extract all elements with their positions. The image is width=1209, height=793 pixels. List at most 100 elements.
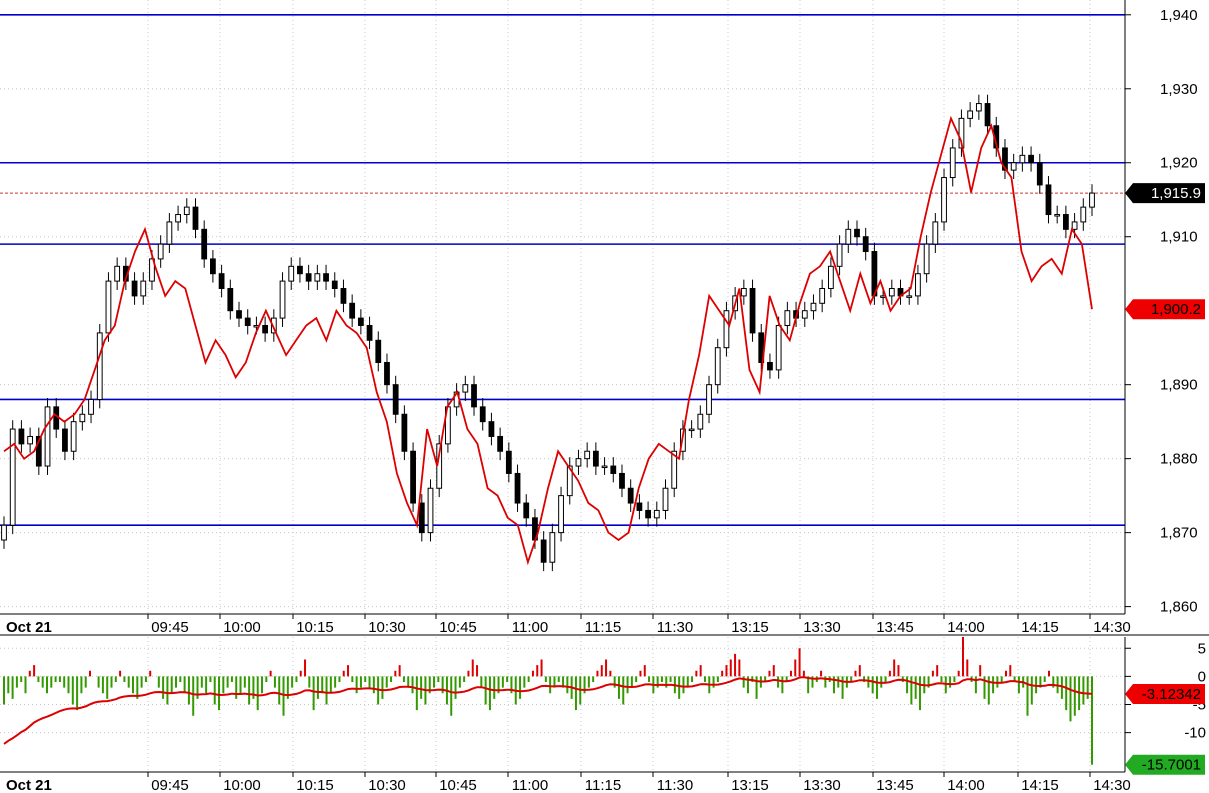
candle-up	[714, 347, 721, 386]
x-tick-label: 13:45	[876, 619, 914, 636]
candle-up	[949, 147, 956, 179]
candle-up	[706, 384, 712, 415]
x-tick-label: 14:15	[1021, 777, 1059, 793]
candle-down	[1028, 154, 1034, 164]
x-tick-label: 09:45	[151, 619, 189, 636]
x-tick-label: 10:30	[368, 619, 406, 636]
candle-down	[340, 288, 347, 304]
x-tick-label: 14:00	[947, 619, 985, 636]
y-tick-label: 1,910	[1160, 229, 1198, 246]
candle-up	[140, 280, 147, 297]
red-line-badge-text: 1,900.2	[1151, 301, 1201, 318]
histogram-badge: -15.7001	[1125, 754, 1205, 775]
candle-up	[279, 280, 286, 319]
candle-down	[357, 317, 364, 326]
candle-down	[62, 428, 68, 452]
candle-down	[505, 450, 512, 474]
candle-up	[941, 177, 947, 223]
candle-up	[923, 243, 930, 275]
candle-up	[801, 310, 808, 319]
x-tick-label: 10:45	[439, 777, 477, 793]
candle-up	[427, 487, 434, 534]
candle-up	[697, 413, 704, 430]
y-tick-label: 1,940	[1160, 7, 1198, 24]
candle-down	[262, 324, 269, 334]
candle-up	[105, 280, 112, 334]
candle-down	[610, 465, 617, 474]
candlestick-series	[1, 94, 1095, 572]
axes	[0, 0, 1209, 777]
candle-down	[244, 317, 251, 326]
candle-up	[314, 273, 321, 282]
candle-up	[688, 428, 695, 432]
candle-up	[270, 317, 277, 334]
x-tick-label: 13:15	[731, 777, 769, 793]
x-tick-label: 14:30	[1093, 777, 1131, 793]
x-tick-label: 11:00	[512, 619, 548, 636]
candle-up	[653, 509, 660, 519]
candle-up	[9, 428, 16, 526]
axis-labels: 1,860 1,870 1,880 1,890 1,910 1,920 1,930 1,940…	[6, 7, 1206, 793]
x-tick-label: 13:15	[731, 619, 769, 636]
candle-down	[1045, 184, 1052, 216]
candle-down	[767, 361, 773, 371]
oscillator-badge-shape	[1125, 683, 1205, 704]
candle-up	[70, 421, 77, 452]
y-tick-label: 1,860	[1160, 599, 1198, 616]
x-tick-label: 14:30	[1093, 619, 1131, 636]
candle-up	[845, 228, 852, 245]
y-tick-label-osc: -10	[1184, 725, 1206, 742]
candle-up	[549, 532, 556, 563]
candle-down	[627, 487, 634, 504]
x-tick-label: 11:30	[657, 619, 693, 636]
grid-lines	[0, 0, 1125, 772]
x-tick-label: 14:15	[1021, 619, 1059, 636]
candle-up	[740, 288, 747, 297]
candle-up	[723, 310, 730, 349]
candle-down	[497, 435, 504, 452]
candle-down	[418, 502, 425, 534]
y-tick-label-osc: 0	[1198, 668, 1206, 685]
red-line	[3, 115, 1093, 566]
candle-up	[784, 310, 791, 326]
candle-up	[1089, 192, 1095, 208]
candle-up	[558, 495, 564, 534]
candle-up	[575, 458, 582, 467]
candle-up	[836, 243, 843, 267]
candle-down	[227, 288, 234, 312]
candle-down	[192, 206, 199, 230]
last-price-badge-shape	[1125, 183, 1205, 204]
candle-up	[584, 450, 591, 460]
candle-up	[1071, 221, 1078, 230]
red-line-badge: 1,900.2	[1125, 299, 1205, 320]
candle-down	[331, 280, 338, 290]
oscillator-line-series	[3, 676, 1093, 745]
x-tick-label: 10:15	[296, 619, 334, 636]
candle-down	[366, 324, 373, 341]
candle-down	[523, 502, 530, 519]
candle-down	[401, 413, 408, 452]
date-label-osc: Oct 21	[6, 777, 52, 793]
oscillator-line	[3, 676, 1093, 745]
candle-down	[35, 435, 42, 467]
candle-down	[236, 310, 242, 319]
candle-down	[410, 450, 416, 504]
candle-up	[27, 435, 34, 445]
x-tick-label: 11:00	[512, 777, 548, 793]
candle-down	[201, 228, 208, 260]
candle-down	[749, 288, 756, 334]
date-label: Oct 21	[6, 619, 52, 636]
oscillator-badge: -3.12342	[1125, 683, 1205, 704]
x-tick-label: 13:30	[803, 619, 841, 636]
candle-up	[906, 295, 913, 298]
candle-up	[1, 524, 7, 541]
x-tick-label: 14:00	[947, 777, 985, 793]
candle-down	[349, 302, 356, 319]
candle-up	[662, 487, 669, 511]
candle-down	[218, 273, 225, 290]
candle-up	[96, 332, 103, 400]
last-price-badge: 1,915.9	[1125, 183, 1205, 204]
candle-up	[967, 110, 974, 119]
candle-up	[183, 206, 190, 216]
x-tick-label: 10:00	[223, 619, 261, 636]
